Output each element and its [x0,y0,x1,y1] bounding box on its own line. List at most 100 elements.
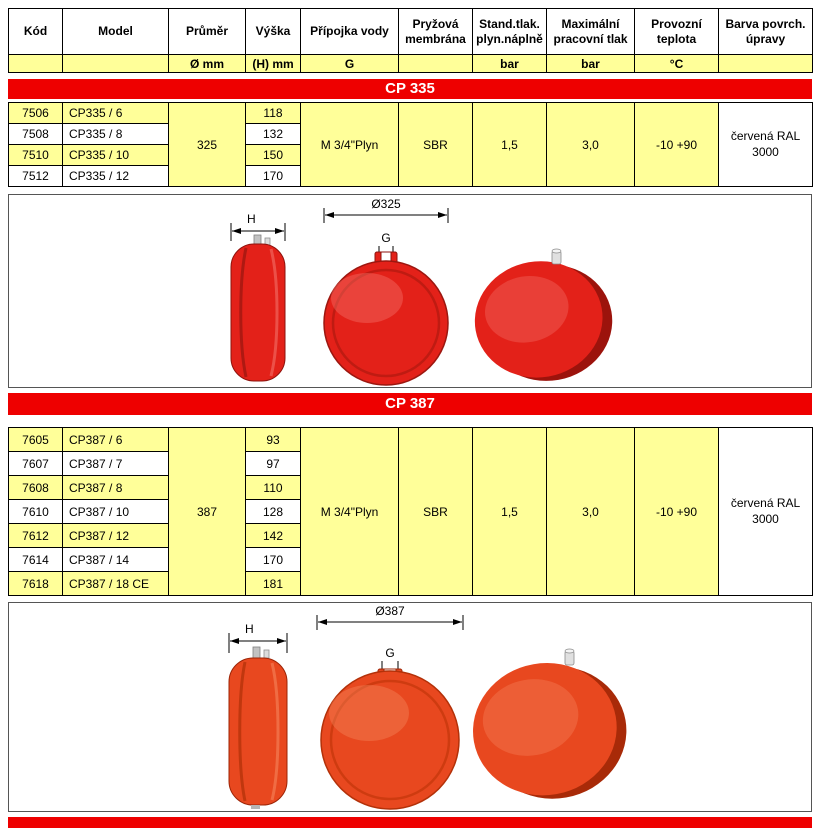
code-cell: 7506 [8,102,63,124]
section-banner-cp335: CP 335 [8,79,812,99]
unit-height: (H) mm [245,54,301,73]
height-cell: 93 [245,427,301,452]
g-label: G [381,231,390,245]
height-cell: 118 [245,102,301,124]
membrane-cell: SBR [398,427,473,596]
code-cell: 7614 [8,547,63,572]
col-header-surface-color: Barva povrch. úpravy [718,8,813,55]
g-dimension: G [381,646,399,669]
diameter-cell: 387 [168,427,246,596]
vessel-side-view [230,234,286,382]
header-table: Kód Model Průměr Výška Přípojka vody Pry… [8,8,813,73]
table-row: 7610 CP387 / 10 128 [8,499,813,524]
table-row: 7607 CP387 / 7 97 [8,451,813,476]
cp335-table: 7506 CP335 / 6 325 118 M 3/4"Plyn SBR 1,… [8,102,813,187]
cp335-drawing-box: H Ø325 G [8,194,812,388]
cp335-diagram: H Ø325 G [230,197,613,386]
temperature-cell: -10 +90 [634,102,719,187]
height-cell: 132 [245,123,301,145]
gas-pressure-cell: 1,5 [472,427,547,596]
unit-empty-model [62,54,169,73]
diameter-dimension: Ø325 [323,197,449,223]
column-headers-row: Kód Model Průměr Výška Přípojka vody Pry… [8,8,813,55]
membrane-cell: SBR [398,102,473,187]
height-cell: 181 [245,571,301,596]
height-cell: 142 [245,523,301,548]
table-row: 7614 CP387 / 14 170 [8,547,813,572]
cp387-drawing-box: H Ø387 G [8,602,812,812]
unit-gas-pressure: bar [472,54,547,73]
code-cell: 7605 [8,427,63,452]
table-row: 7605 CP387 / 6 387 93 M 3/4"Plyn SBR 1,5… [8,427,813,596]
col-header-diameter: Průměr [168,8,246,55]
code-cell: 7618 [8,571,63,596]
cp387-table: 7605 CP387 / 6 387 93 M 3/4"Plyn SBR 1,5… [8,427,813,596]
h-label: H [247,212,256,226]
col-header-connection: Přípojka vody [300,8,399,55]
g-dimension: G [378,231,394,253]
model-cell: CP387 / 6 [62,427,169,452]
height-cell: 170 [245,547,301,572]
max-pressure-cell: 3,0 [546,102,635,187]
vessel-front-view [323,251,449,386]
table-row: 7506 CP335 / 6 325 118 M 3/4"Plyn SBR 1,… [8,102,813,187]
model-cell: CP387 / 18 CE [62,571,169,596]
surface-color-cell: červená RAL 3000 [718,102,813,187]
height-cell: 97 [245,451,301,476]
col-header-height: Výška [245,8,301,55]
model-cell: CP335 / 6 [62,102,169,124]
unit-temperature: °C [634,54,719,73]
diameter-dimension: Ø387 [316,604,464,630]
model-cell: CP387 / 7 [62,451,169,476]
model-cell: CP387 / 12 [62,523,169,548]
footer-bar [8,817,812,828]
section-banner-cp387: CP 387 [8,393,812,415]
h-dimension: H [230,212,286,241]
table-row: 7510 CP335 / 10 150 [8,144,813,166]
unit-max-pressure: bar [546,54,635,73]
table-row: 7508 CP335 / 8 132 [8,123,813,145]
side-valve-icon [252,646,261,659]
vessel-3d-view [473,648,627,799]
code-cell: 7610 [8,499,63,524]
vessel-3d-view [474,248,613,381]
height-cell: 170 [245,165,301,187]
model-cell: CP335 / 10 [62,144,169,166]
height-cell: 110 [245,475,301,500]
connection-cell: M 3/4"Plyn [300,102,399,187]
height-cell: 150 [245,144,301,166]
vessel-foot [251,805,260,809]
model-cell: CP387 / 10 [62,499,169,524]
units-row: Ø mm (H) mm G bar bar °C [8,54,813,73]
code-cell: 7608 [8,475,63,500]
gas-pressure-cell: 1,5 [472,102,547,187]
connection-cell: M 3/4"Plyn [300,427,399,596]
temperature-cell: -10 +90 [634,427,719,596]
max-pressure-cell: 3,0 [546,427,635,596]
surface-color-cell: červená RAL 3000 [718,427,813,596]
code-cell: 7612 [8,523,63,548]
cp387-diagram: H Ø387 G [228,604,627,810]
diameter-label: Ø387 [375,604,405,618]
table-row: 7512 CP335 / 12 170 [8,165,813,187]
code-cell: 7512 [8,165,63,187]
h-label: H [245,622,254,636]
unit-diameter: Ø mm [168,54,246,73]
g-label: G [385,646,394,660]
col-header-temperature: Provozní teplota [634,8,719,55]
model-cell: CP387 / 14 [62,547,169,572]
unit-empty-code [8,54,63,73]
col-header-max-pressure: Maximální pracovní tlak [546,8,635,55]
diameter-label: Ø325 [371,197,401,211]
vessel-front-view [320,668,460,810]
h-dimension: H [228,622,288,653]
unit-connection: G [300,54,399,73]
height-cell: 128 [245,499,301,524]
model-cell: CP335 / 8 [62,123,169,145]
table-row: 7612 CP387 / 12 142 [8,523,813,548]
model-cell: CP335 / 12 [62,165,169,187]
code-cell: 7607 [8,451,63,476]
vessel-side-view [228,646,288,809]
col-header-gas-pressure: Stand.tlak. plyn.náplně [472,8,547,55]
